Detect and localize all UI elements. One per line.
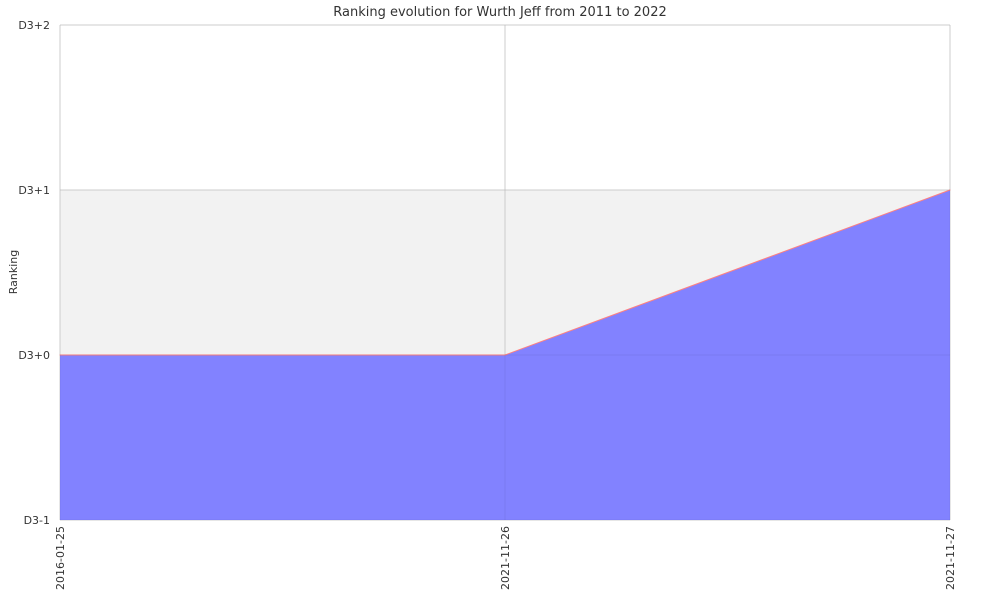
x-tick-label: 2021-11-27 (944, 526, 957, 590)
y-tick-label: D3+1 (18, 184, 50, 197)
x-tick-label: 2016-01-25 (54, 526, 67, 590)
y-tick-label: D3-1 (24, 514, 50, 527)
y-tick-label: D3+0 (18, 349, 50, 362)
chart-title: Ranking evolution for Wurth Jeff from 20… (333, 5, 667, 20)
y-tick-label: D3+2 (18, 19, 50, 32)
x-tick-label: 2021-11-26 (499, 526, 512, 590)
x-tick-labels: 2016-01-25 2021-11-26 2021-11-27 (54, 526, 957, 590)
y-axis-label: Ranking (7, 250, 20, 295)
y-tick-labels: D3-1 D3+0 D3+1 D3+2 (18, 19, 50, 527)
